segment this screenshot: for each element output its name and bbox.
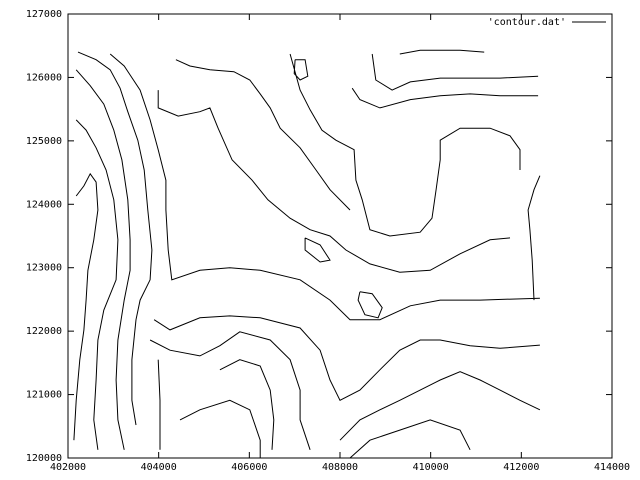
x-tick-label: 408000: [322, 462, 358, 473]
x-tick-label: 414000: [594, 462, 630, 473]
x-tick-label: 402000: [50, 462, 86, 473]
y-tick-label: 127000: [26, 9, 62, 20]
x-tick-label: 412000: [503, 462, 539, 473]
x-tick-label: 410000: [413, 462, 449, 473]
legend-label: 'contour.dat': [488, 17, 566, 28]
x-tick-label: 406000: [231, 462, 267, 473]
contour-line: [73, 49, 541, 459]
y-tick-label: 121000: [26, 390, 62, 401]
y-tick-label: 123000: [26, 263, 62, 274]
y-tick-label: 126000: [26, 72, 62, 83]
y-tick-label: 122000: [26, 326, 62, 337]
y-tick-label: 125000: [26, 136, 62, 147]
y-tick-label: 124000: [26, 199, 62, 210]
x-tick-label: 404000: [141, 462, 177, 473]
y-tick-label: 120000: [26, 453, 62, 464]
